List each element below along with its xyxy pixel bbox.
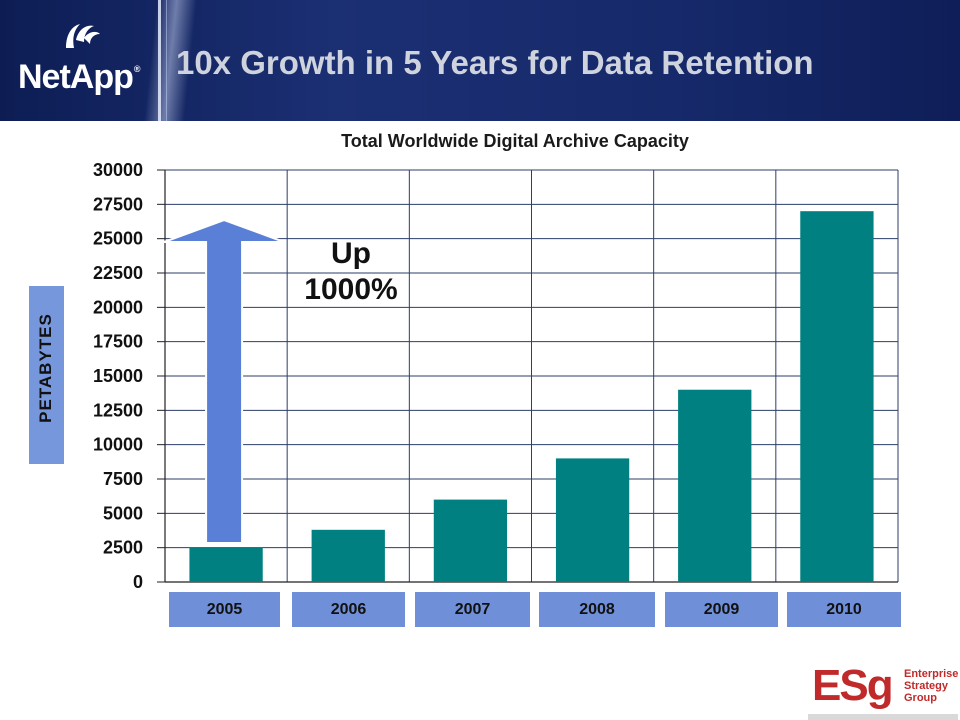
slide-header: NetApp® 10x Growth in 5 Years for Data R…: [0, 0, 960, 121]
esg-logo-bar: [808, 714, 958, 720]
bar-2006: [311, 529, 385, 582]
bar-2009: [678, 389, 752, 582]
annotation-line-2: 1000%: [304, 273, 398, 306]
x-tick-label: 2008: [539, 592, 655, 627]
esg-logo-name: Enterprise Strategy Group: [904, 668, 958, 704]
y-tick-label: 10000: [93, 435, 143, 455]
annotation-line-1: Up: [331, 237, 371, 270]
y-tick-label: 2500: [103, 538, 143, 558]
y-tick-label: 17500: [93, 332, 143, 352]
esg-logo-line-2: Strategy: [904, 680, 949, 692]
x-tick-label: 2007: [415, 592, 530, 627]
header-divider-thin: [166, 0, 167, 121]
y-tick-label: 12500: [93, 400, 143, 420]
x-tick-label: 2006: [292, 592, 405, 627]
bar-2005: [189, 547, 263, 582]
slide-title: 10x Growth in 5 Years for Data Retention: [176, 44, 814, 81]
y-tick-label: 25000: [93, 229, 143, 249]
y-tick-label: 5000: [103, 503, 143, 523]
growth-annotation: Up 1000%: [296, 236, 406, 308]
y-tick-label: 22500: [93, 263, 143, 283]
header-divider: [158, 0, 161, 121]
x-tick-label: 2010: [787, 592, 901, 627]
y-axis-title-box: PETABYTES: [29, 286, 64, 464]
bar-2010: [800, 211, 874, 582]
netapp-logo: NetApp®: [18, 58, 140, 97]
y-tick-label: 0: [133, 572, 143, 592]
y-tick-label: 20000: [93, 297, 143, 317]
esg-logo: ESg Enterprise Strategy Group: [808, 662, 958, 720]
bar-2007: [433, 499, 508, 582]
chart-title: Total Worldwide Digital Archive Capacity: [341, 131, 689, 151]
brand-registered-mark: ®: [133, 64, 141, 74]
esg-logo-letters: ESg: [812, 661, 894, 710]
netapp-logo-icon: [66, 24, 100, 48]
y-tick-label: 15000: [93, 366, 143, 386]
growth-arrow-icon: [163, 218, 285, 544]
brand-name: NetApp: [18, 58, 134, 96]
esg-logo-line-3: Group: [904, 692, 937, 704]
y-tick-label: 27500: [93, 194, 143, 214]
x-tick-label: 2009: [665, 592, 778, 627]
x-tick-label: 2005: [169, 592, 280, 627]
y-tick-label: 30000: [93, 160, 143, 180]
y-tick-label: 7500: [103, 469, 143, 489]
esg-logo-line-1: Enterprise: [904, 668, 959, 680]
bar-2008: [555, 458, 630, 582]
